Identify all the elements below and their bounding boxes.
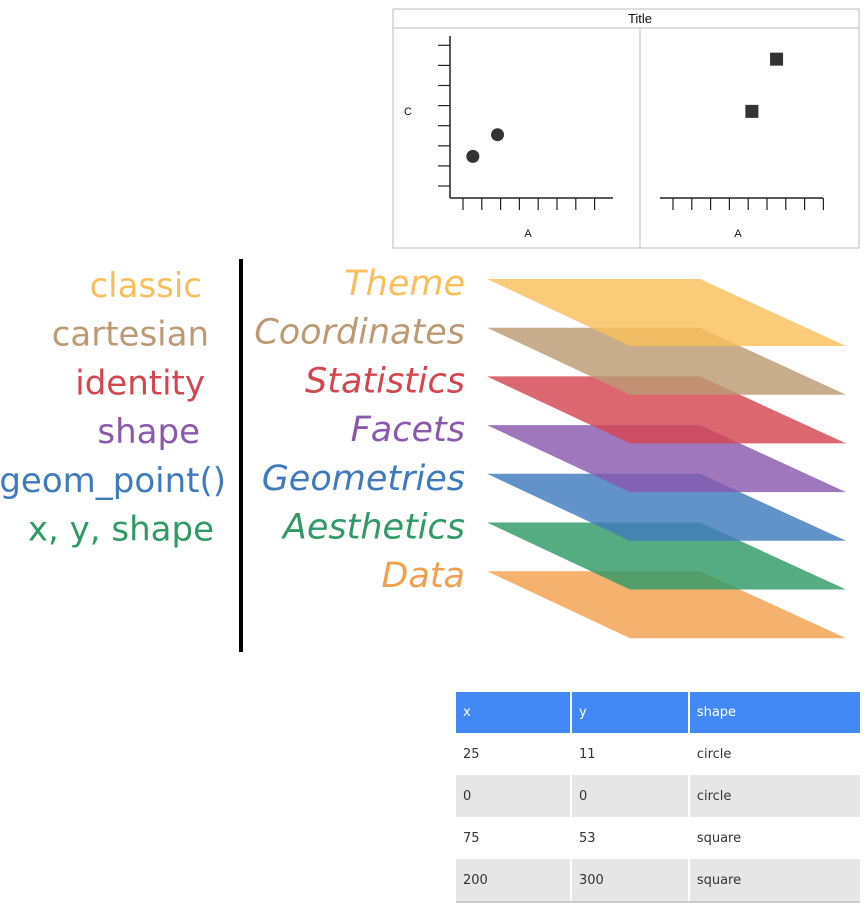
layer-plane-data <box>487 571 846 639</box>
cell-shape: square <box>688 859 860 903</box>
y-axis-label: C <box>404 106 412 118</box>
cell-shape: circle <box>696 746 732 762</box>
table-header-row: x y shape <box>456 692 860 733</box>
layer-label-coordinates: Coordinates <box>254 313 465 353</box>
layer-plane-statistics <box>487 376 846 444</box>
data-table: x y shape 25 11 circle 0 0 circle 75 53 … <box>456 692 860 903</box>
layer-label-aesthetics: Aesthetics <box>281 508 465 548</box>
layer-label-geometries: Geometries <box>262 459 465 499</box>
facet-panel-right <box>660 52 825 210</box>
cell-x: 25 <box>456 733 572 775</box>
layer-planes <box>487 279 846 639</box>
plot-title: Title <box>628 11 652 26</box>
cell-y: 11 <box>570 733 690 775</box>
x-axis-label-left: A <box>524 228 532 240</box>
cell-x: 200 <box>456 859 572 903</box>
column-header-shape: shape <box>688 692 860 733</box>
layer-plane-aesthetics <box>487 522 846 590</box>
scatter-point-circle <box>466 149 480 163</box>
grammar-layers-diagram: Theme Coordinates Statistics Facets Geometri… <box>0 259 846 652</box>
layer-value-aesthetics: x, y, shape <box>28 510 214 550</box>
column-header-y: y <box>570 692 690 733</box>
layer-value-labels: classic cartesian identity shape geom_point(… <box>0 266 226 550</box>
layer-label-facets: Facets <box>351 410 465 450</box>
table-row: 25 11 circle <box>456 733 860 775</box>
cell-y: 300 <box>570 859 690 903</box>
layer-value-statistics: identity <box>75 363 205 403</box>
facet-panel-left <box>438 36 613 210</box>
cell-y: 0 <box>570 775 690 817</box>
layer-value-theme: classic <box>89 266 202 306</box>
cell-y: 53 <box>570 817 690 859</box>
layer-value-facets: shape <box>97 412 200 452</box>
cell-shape: square <box>696 830 742 846</box>
plot-frame <box>392 8 860 249</box>
layer-label-theme: Theme <box>344 264 465 304</box>
layer-labels: Theme Coordinates Statistics Facets Geometri… <box>254 264 465 596</box>
layer-plane-theme <box>487 279 846 346</box>
faceted-scatter-plot: Title C A A <box>392 8 860 249</box>
layer-plane-geometries <box>487 473 846 541</box>
cell-x: 0 <box>456 775 572 817</box>
scatter-point-square <box>770 52 784 66</box>
layer-plane-coordinates <box>487 327 846 395</box>
layer-value-coordinates: cartesian <box>52 315 209 355</box>
layer-label-data: Data <box>381 556 465 596</box>
x-axis-label-right: A <box>734 228 742 240</box>
scatter-point-square <box>745 104 759 118</box>
layer-plane-facets <box>487 425 846 493</box>
scatter-point-circle <box>491 128 505 142</box>
cell-x: 75 <box>456 817 572 859</box>
column-header-x: x <box>456 692 572 733</box>
table-row: 0 0 circle <box>456 775 860 817</box>
layer-label-statistics: Statistics <box>305 361 465 401</box>
layer-value-geometries: geom_point() <box>0 461 226 501</box>
cell-shape: circle <box>688 775 860 817</box>
table-row: 200 300 square <box>456 859 860 903</box>
table-row: 75 53 square <box>456 817 860 859</box>
